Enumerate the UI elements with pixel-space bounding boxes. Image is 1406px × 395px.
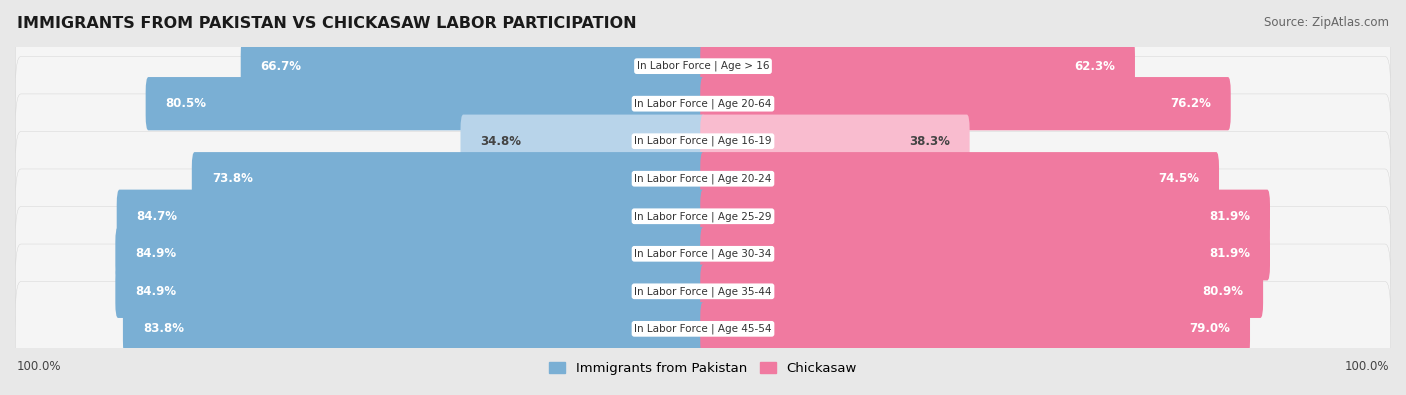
Text: 100.0%: 100.0% <box>17 360 62 373</box>
Text: 84.7%: 84.7% <box>136 210 177 223</box>
FancyBboxPatch shape <box>117 190 706 243</box>
FancyBboxPatch shape <box>15 94 1391 188</box>
Text: In Labor Force | Age 16-19: In Labor Force | Age 16-19 <box>634 136 772 147</box>
Text: 84.9%: 84.9% <box>135 247 176 260</box>
FancyBboxPatch shape <box>15 244 1391 339</box>
FancyBboxPatch shape <box>700 190 1270 243</box>
Text: In Labor Force | Age 35-44: In Labor Force | Age 35-44 <box>634 286 772 297</box>
Text: IMMIGRANTS FROM PAKISTAN VS CHICKASAW LABOR PARTICIPATION: IMMIGRANTS FROM PAKISTAN VS CHICKASAW LA… <box>17 16 637 31</box>
Text: 80.5%: 80.5% <box>166 97 207 110</box>
FancyBboxPatch shape <box>15 282 1391 376</box>
Text: 66.7%: 66.7% <box>260 60 302 73</box>
Text: 83.8%: 83.8% <box>143 322 184 335</box>
FancyBboxPatch shape <box>15 132 1391 226</box>
Text: 79.0%: 79.0% <box>1189 322 1230 335</box>
Text: In Labor Force | Age > 16: In Labor Force | Age > 16 <box>637 61 769 71</box>
FancyBboxPatch shape <box>115 265 706 318</box>
Text: 76.2%: 76.2% <box>1170 97 1211 110</box>
FancyBboxPatch shape <box>700 77 1230 130</box>
FancyBboxPatch shape <box>700 152 1219 205</box>
Text: In Labor Force | Age 30-34: In Labor Force | Age 30-34 <box>634 248 772 259</box>
Text: In Labor Force | Age 20-24: In Labor Force | Age 20-24 <box>634 173 772 184</box>
FancyBboxPatch shape <box>191 152 706 205</box>
Text: In Labor Force | Age 45-54: In Labor Force | Age 45-54 <box>634 324 772 334</box>
Text: 81.9%: 81.9% <box>1209 210 1250 223</box>
FancyBboxPatch shape <box>15 169 1391 263</box>
Text: In Labor Force | Age 20-64: In Labor Force | Age 20-64 <box>634 98 772 109</box>
Text: 84.9%: 84.9% <box>135 285 176 298</box>
FancyBboxPatch shape <box>115 227 706 280</box>
Text: 34.8%: 34.8% <box>481 135 522 148</box>
FancyBboxPatch shape <box>15 207 1391 301</box>
FancyBboxPatch shape <box>700 40 1135 93</box>
FancyBboxPatch shape <box>240 40 706 93</box>
FancyBboxPatch shape <box>122 302 706 356</box>
Text: 100.0%: 100.0% <box>1344 360 1389 373</box>
FancyBboxPatch shape <box>700 115 970 168</box>
Text: 62.3%: 62.3% <box>1074 60 1115 73</box>
FancyBboxPatch shape <box>700 265 1263 318</box>
FancyBboxPatch shape <box>15 19 1391 113</box>
Text: 80.9%: 80.9% <box>1202 285 1243 298</box>
FancyBboxPatch shape <box>15 56 1391 151</box>
Text: 81.9%: 81.9% <box>1209 247 1250 260</box>
FancyBboxPatch shape <box>700 227 1270 280</box>
FancyBboxPatch shape <box>461 115 706 168</box>
Text: Source: ZipAtlas.com: Source: ZipAtlas.com <box>1264 16 1389 29</box>
Text: In Labor Force | Age 25-29: In Labor Force | Age 25-29 <box>634 211 772 222</box>
Legend: Immigrants from Pakistan, Chickasaw: Immigrants from Pakistan, Chickasaw <box>544 357 862 380</box>
Text: 38.3%: 38.3% <box>908 135 949 148</box>
Text: 73.8%: 73.8% <box>212 172 253 185</box>
FancyBboxPatch shape <box>700 302 1250 356</box>
FancyBboxPatch shape <box>146 77 706 130</box>
Text: 74.5%: 74.5% <box>1159 172 1199 185</box>
